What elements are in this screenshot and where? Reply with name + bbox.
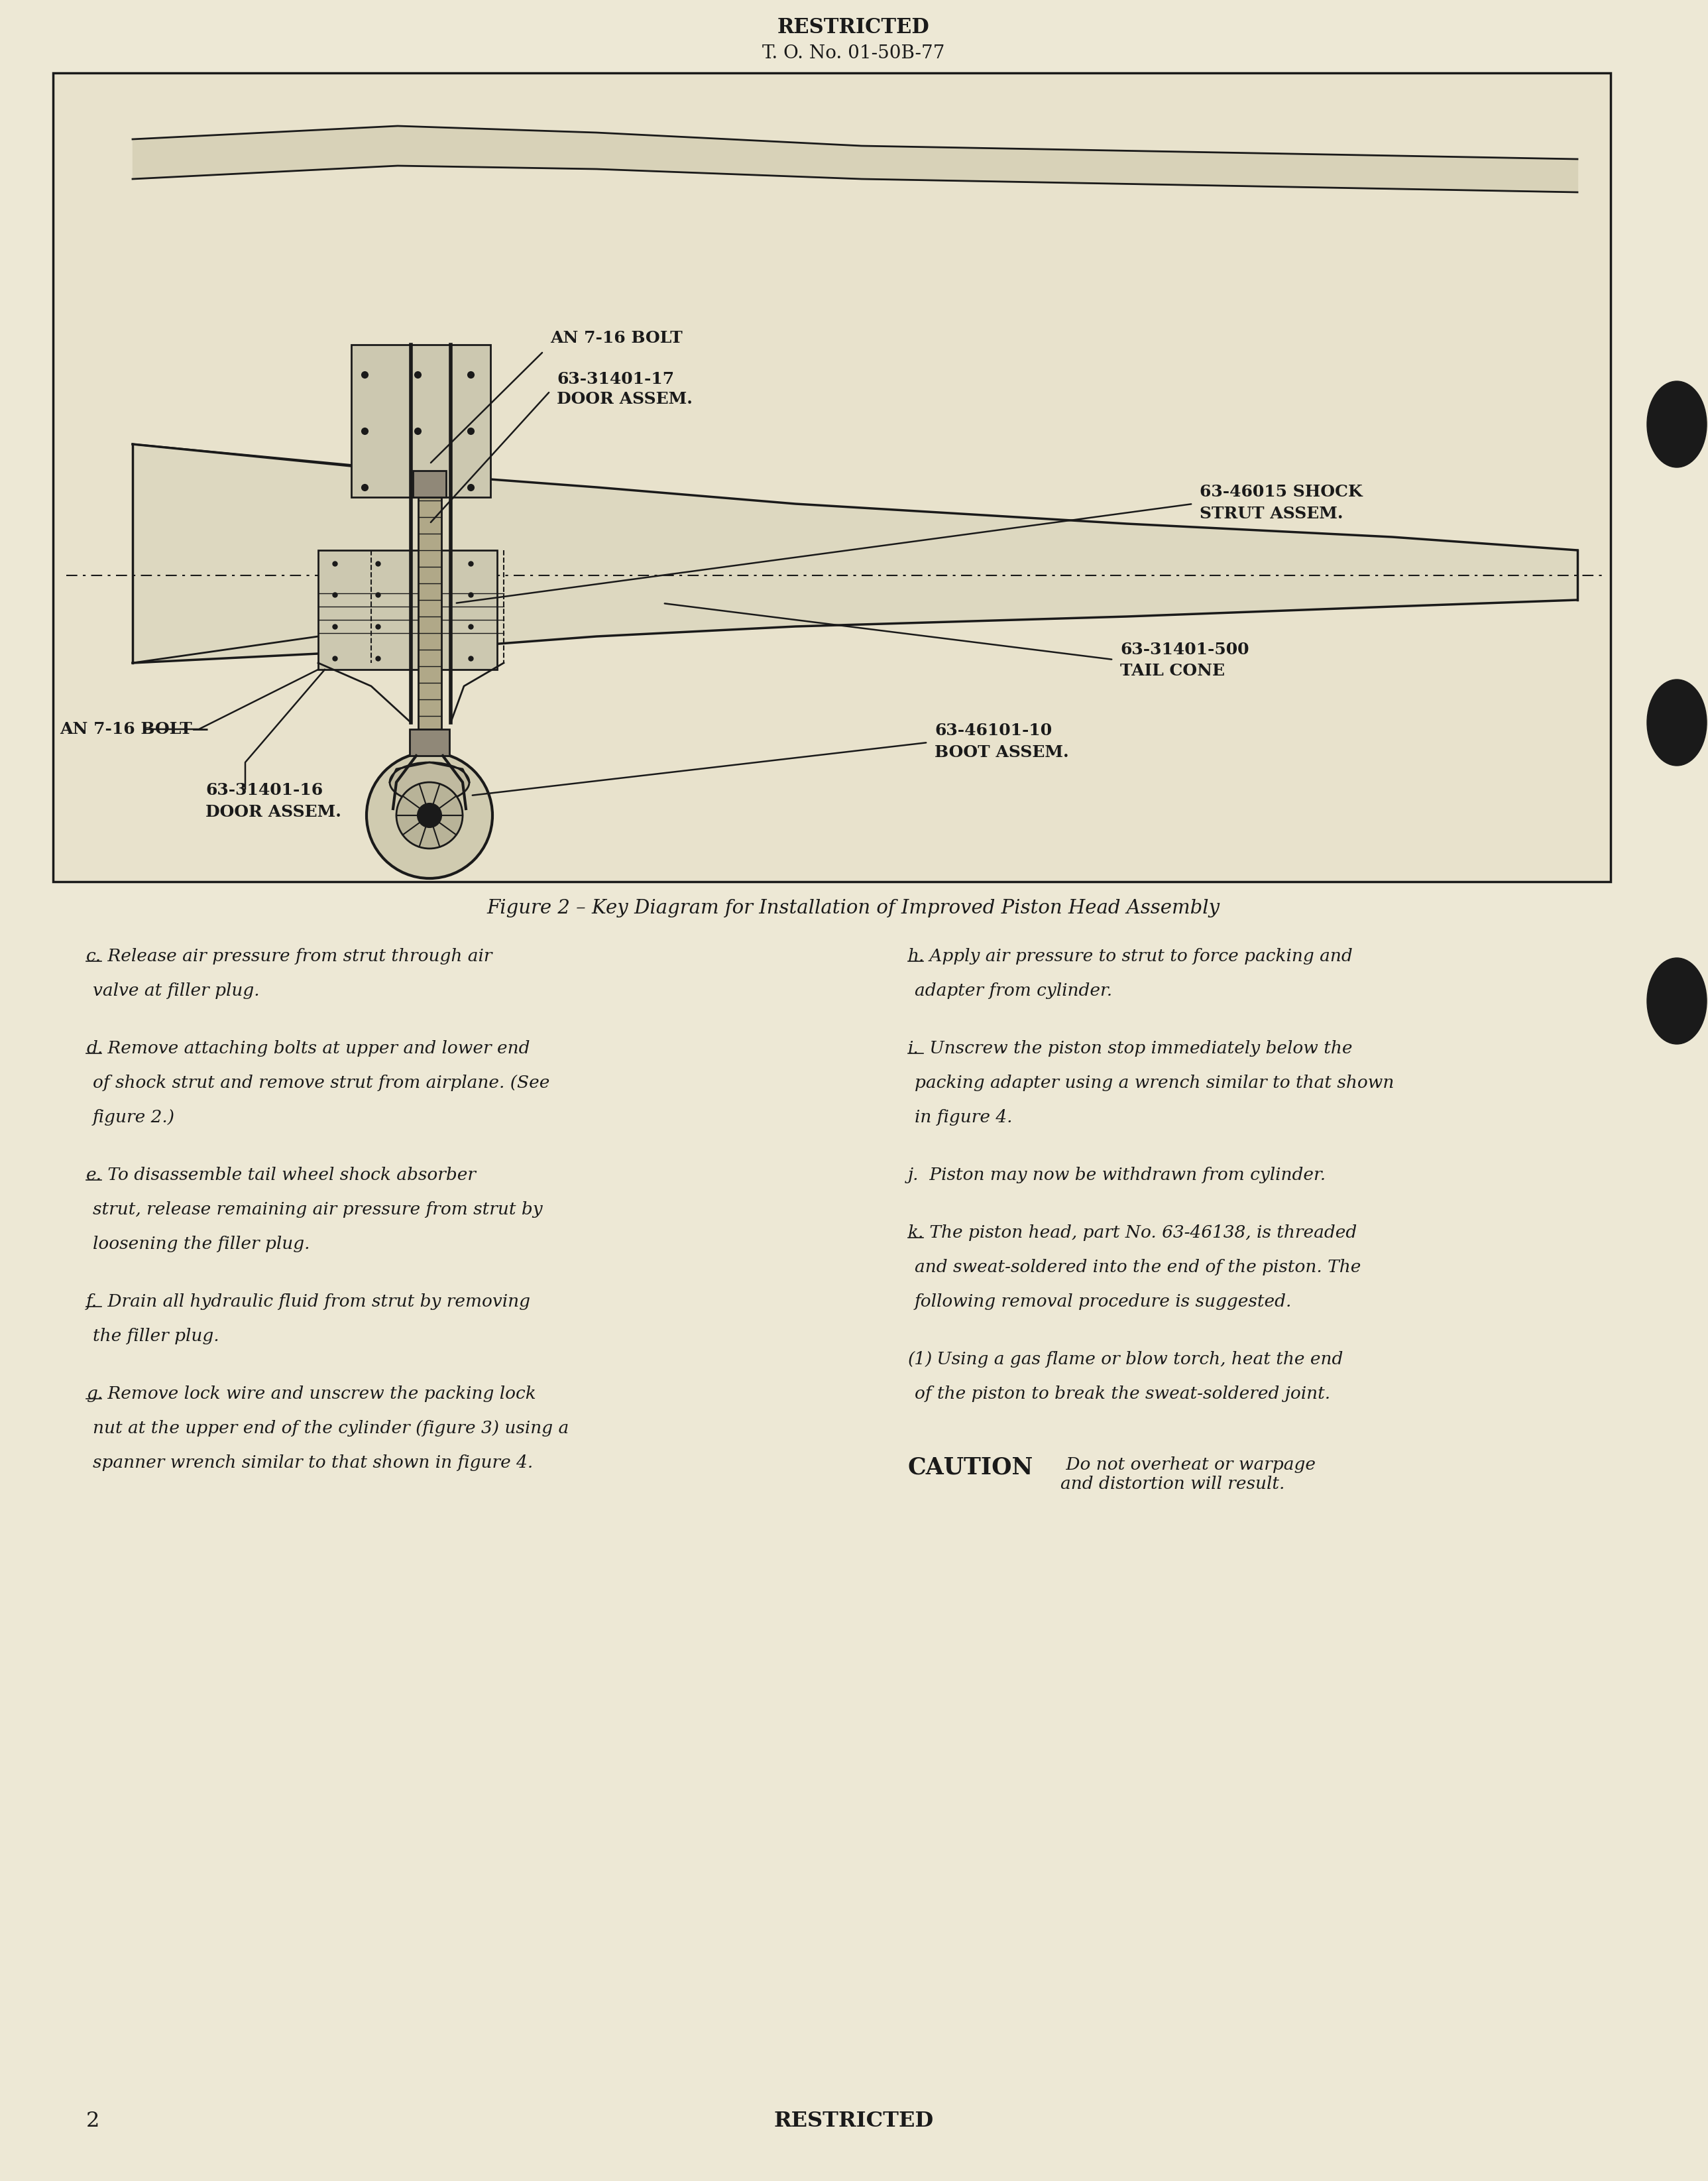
Ellipse shape (1647, 382, 1706, 467)
Text: The piston head, part No. 63-46138, is threaded: The piston head, part No. 63-46138, is t… (924, 1224, 1356, 1241)
Text: h.: h. (909, 949, 924, 964)
Text: 2: 2 (85, 2111, 99, 2131)
Text: 63-46015 SHOCK: 63-46015 SHOCK (1199, 484, 1363, 499)
Text: of shock strut and remove strut from airplane. (See: of shock strut and remove strut from air… (92, 1075, 550, 1090)
Text: e.: e. (85, 1167, 102, 1184)
Text: To disassemble tail wheel shock absorber: To disassemble tail wheel shock absorber (102, 1167, 475, 1184)
Text: c.: c. (85, 949, 101, 964)
Text: j.: j. (909, 1167, 919, 1184)
Text: DOOR ASSEM.: DOOR ASSEM. (557, 390, 692, 408)
Text: packing adapter using a wrench similar to that shown: packing adapter using a wrench similar t… (915, 1075, 1394, 1090)
Ellipse shape (1647, 680, 1706, 766)
Ellipse shape (389, 763, 470, 803)
Text: valve at filler plug.: valve at filler plug. (92, 981, 260, 999)
Bar (352, 345, 490, 497)
Text: the filler plug.: the filler plug. (92, 1328, 219, 1343)
Text: Using a gas flame or blow torch, heat the end: Using a gas flame or blow torch, heat th… (931, 1350, 1342, 1367)
Text: Do not overheat or warpage
and distortion will result.: Do not overheat or warpage and distortio… (1061, 1457, 1315, 1492)
Bar (410, 728, 449, 757)
Text: and sweat-soldered into the end of the piston. The: and sweat-soldered into the end of the p… (915, 1258, 1361, 1276)
Circle shape (367, 752, 492, 879)
Text: loosening the filler plug.: loosening the filler plug. (92, 1237, 309, 1252)
Text: AN 7-16 BOLT: AN 7-16 BOLT (550, 329, 683, 347)
Text: STRUT ASSEM.: STRUT ASSEM. (1199, 506, 1342, 521)
Text: g.: g. (85, 1385, 102, 1402)
Text: d.: d. (85, 1040, 102, 1056)
Text: AN 7-16 BOLT—: AN 7-16 BOLT— (60, 722, 208, 737)
Text: 63-31401-17: 63-31401-17 (557, 371, 675, 388)
Text: CAUTION: CAUTION (909, 1457, 1033, 1479)
Text: RESTRICTED: RESTRICTED (774, 2111, 934, 2131)
Text: Release air pressure from strut through air: Release air pressure from strut through … (102, 949, 492, 964)
Text: spanner wrench similar to that shown in figure 4.: spanner wrench similar to that shown in … (92, 1455, 533, 1470)
Text: strut, release remaining air pressure from strut by: strut, release remaining air pressure fr… (92, 1202, 543, 1217)
Text: 63-46101-10: 63-46101-10 (934, 722, 1052, 739)
Bar (418, 497, 441, 728)
Text: BOOT ASSEM.: BOOT ASSEM. (934, 744, 1069, 761)
Bar (53, 72, 1611, 881)
Text: adapter from cylinder.: adapter from cylinder. (915, 981, 1112, 999)
Text: in figure 4.: in figure 4. (915, 1110, 1013, 1125)
Text: RESTRICTED: RESTRICTED (777, 17, 929, 37)
Text: nut at the upper end of the cylinder (figure 3) using a: nut at the upper end of the cylinder (fi… (92, 1420, 569, 1437)
Text: Apply air pressure to strut to force packing and: Apply air pressure to strut to force pac… (924, 949, 1353, 964)
Text: following removal procedure is suggested.: following removal procedure is suggested… (915, 1293, 1291, 1311)
Text: of the piston to break the sweat-soldered joint.: of the piston to break the sweat-soldere… (915, 1385, 1331, 1402)
Circle shape (396, 783, 463, 848)
Text: (1): (1) (909, 1350, 933, 1367)
Text: Piston may now be withdrawn from cylinder.: Piston may now be withdrawn from cylinde… (924, 1167, 1325, 1184)
Text: Drain all hydraulic fluid from strut by removing: Drain all hydraulic fluid from strut by … (102, 1293, 529, 1311)
Text: 63-31401-16: 63-31401-16 (205, 783, 323, 798)
Text: T. O. No. 01-50B-77: T. O. No. 01-50B-77 (762, 44, 945, 61)
Text: TAIL CONE: TAIL CONE (1120, 663, 1225, 678)
Text: Remove lock wire and unscrew the packing lock: Remove lock wire and unscrew the packing… (102, 1385, 536, 1402)
Text: f.: f. (85, 1293, 97, 1311)
Text: Remove attaching bolts at upper and lower end: Remove attaching bolts at upper and lowe… (102, 1040, 529, 1056)
Text: Figure 2 – Key Diagram for Installation of Improved Piston Head Assembly: Figure 2 – Key Diagram for Installation … (487, 899, 1220, 918)
Bar (413, 471, 446, 497)
Text: 63-31401-500: 63-31401-500 (1120, 641, 1249, 659)
Circle shape (417, 803, 441, 827)
Text: k.: k. (909, 1224, 924, 1241)
Text: figure 2.): figure 2.) (92, 1110, 174, 1125)
Bar (318, 550, 497, 670)
Text: DOOR ASSEM.: DOOR ASSEM. (205, 805, 342, 820)
Text: i.: i. (909, 1040, 919, 1056)
Ellipse shape (1647, 957, 1706, 1045)
Text: Unscrew the piston stop immediately below the: Unscrew the piston stop immediately belo… (924, 1040, 1353, 1056)
